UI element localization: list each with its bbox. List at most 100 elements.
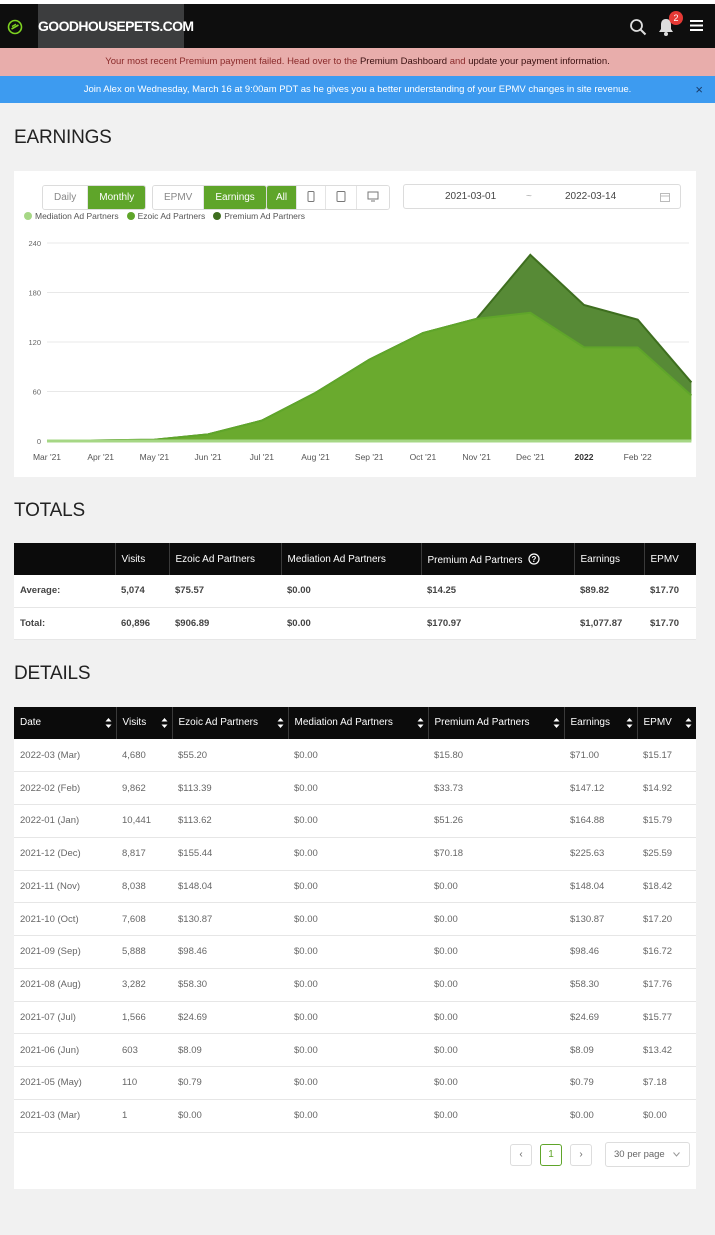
search-icon[interactable] (629, 18, 647, 36)
x-tick-label: 2022 (575, 452, 594, 462)
details-col-header[interactable]: Date (14, 707, 117, 739)
details-col-header[interactable]: Ezoic Ad Partners (172, 707, 289, 739)
details-col-header[interactable]: Premium Ad Partners (428, 707, 565, 739)
totals-cell: $0.00 (281, 607, 421, 640)
epmv-button[interactable]: EPMV (153, 186, 205, 209)
totals-row: Average: 5,074 $75.57 $0.00 $14.25 $89.82 $17.… (14, 575, 696, 608)
table-cell: $0.00 (428, 1033, 564, 1067)
totals-cell: $17.70 (644, 607, 696, 640)
table-cell: $51.26 (428, 804, 564, 838)
totals-col-premium-label: Premium Ad Partners (427, 554, 523, 566)
notification-badge: 2 (669, 11, 683, 25)
sort-icon[interactable] (685, 717, 692, 729)
table-cell: $0.00 (428, 1001, 564, 1035)
webinar-alert-text[interactable]: Join Alex on Wednesday, March 16 at 9:00… (83, 84, 632, 95)
earnings-button[interactable]: Earnings (204, 186, 266, 209)
table-cell: 2021-09 (Sep) (14, 935, 116, 969)
table-cell: $0.00 (428, 935, 564, 969)
table-cell: $0.00 (288, 1033, 428, 1067)
date-end: 2022-03-14 (565, 191, 617, 202)
site-name[interactable]: GOODHOUSEPETS.COM (38, 4, 194, 48)
table-cell: 603 (116, 1033, 172, 1067)
sort-icon[interactable] (417, 717, 424, 729)
totals-cell: $89.82 (574, 575, 644, 608)
table-cell: $0.00 (172, 1099, 288, 1133)
table-cell: 1,566 (116, 1001, 172, 1035)
page-1-button[interactable]: 1 (540, 1144, 562, 1166)
table-cell: $15.17 (637, 739, 696, 773)
x-tick-label: Oct '21 (410, 452, 437, 462)
table-cell: 2021-07 (Jul) (14, 1001, 116, 1035)
tablet-device-button[interactable] (326, 186, 358, 209)
daily-button[interactable]: Daily (43, 186, 89, 209)
table-cell: $33.73 (428, 771, 564, 805)
table-row: 2021-05 (May) 110 $0.79 $0.00 $0.00 $0.79 $7.1… (14, 1066, 696, 1100)
details-col-label: Visits (122, 717, 147, 728)
table-cell: 2021-08 (Aug) (14, 968, 116, 1002)
table-cell: $225.63 (564, 837, 637, 871)
earnings-title: EARNINGS (14, 127, 112, 148)
totals-cell: $17.70 (644, 575, 696, 608)
totals-cell: 60,896 (115, 607, 169, 640)
sort-icon[interactable] (277, 717, 284, 729)
x-tick-label: May '21 (140, 452, 170, 462)
next-page-button[interactable]: › (570, 1144, 592, 1166)
premium-dashboard-link[interactable]: Premium Dashboard (359, 56, 448, 67)
device-toggle: All (266, 185, 391, 210)
ezoic-logo-icon[interactable] (7, 19, 23, 35)
update-payment-link[interactable]: update your payment information. (468, 56, 610, 67)
details-col-header[interactable]: Earnings (564, 707, 638, 739)
table-cell: $58.30 (564, 968, 637, 1002)
y-tick-label: 240 (28, 239, 41, 248)
table-row: 2021-08 (Aug) 3,282 $58.30 $0.00 $0.00 $58.30… (14, 968, 696, 1002)
legend-ezoic-dot (126, 212, 135, 220)
totals-title: TOTALS (14, 500, 85, 521)
sort-icon[interactable] (105, 717, 112, 729)
monthly-button[interactable]: Monthly (88, 186, 146, 209)
details-col-header[interactable]: EPMV (637, 707, 696, 739)
table-cell: 10,441 (116, 804, 172, 838)
details-col-label: Ezoic Ad Partners (178, 717, 258, 728)
mobile-device-button[interactable] (297, 186, 327, 209)
sort-icon[interactable] (626, 717, 633, 729)
details-col-label: Earnings (570, 717, 610, 728)
totals-cell: Average: (14, 575, 115, 608)
calendar-icon (660, 193, 670, 202)
totals-col-earnings: Earnings (574, 543, 645, 575)
x-tick-label: Mar '21 (33, 452, 61, 462)
per-page-select[interactable]: 30 per page (605, 1142, 690, 1167)
table-cell: 2021-06 (Jun) (14, 1033, 116, 1067)
totals-cell: $170.97 (421, 607, 574, 640)
legend-premium-dot (213, 212, 222, 220)
device-all-button[interactable]: All (267, 186, 298, 209)
details-col-header[interactable]: Visits (116, 707, 173, 739)
close-icon[interactable]: × (695, 82, 703, 97)
x-tick-label: Apr '21 (87, 452, 114, 462)
table-cell: $0.00 (288, 902, 428, 936)
table-cell: $15.79 (637, 804, 696, 838)
details-col-header[interactable]: Mediation Ad Partners (288, 707, 429, 739)
legend-mediation[interactable]: Mediation Ad Partners (24, 211, 119, 221)
details-col-label: Premium Ad Partners (434, 717, 530, 728)
legend-premium[interactable]: Premium Ad Partners (213, 211, 305, 221)
desktop-device-button[interactable] (357, 186, 390, 209)
webinar-alert: Join Alex on Wednesday, March 16 at 9:00… (0, 76, 715, 103)
table-row: 2021-11 (Nov) 8,038 $148.04 $0.00 $0.00 $148.… (14, 870, 696, 904)
ezoic-area (47, 312, 692, 441)
table-row: 2022-03 (Mar) 4,680 $55.20 $0.00 $15.80 $71.0… (14, 739, 696, 773)
details-card: Date Visits Ezoic Ad Partners Mediation Ad … (14, 707, 696, 1189)
table-cell: $8.09 (564, 1033, 637, 1067)
table-cell: $24.69 (172, 1001, 288, 1035)
prev-page-button[interactable]: ‹ (510, 1144, 532, 1166)
help-icon[interactable]: ? (528, 552, 540, 565)
sort-icon[interactable] (553, 717, 560, 729)
date-separator: ~ (526, 191, 532, 202)
hamburger-menu-icon[interactable] (690, 19, 703, 32)
table-cell: $113.39 (172, 771, 288, 805)
date-range-picker[interactable]: 2021-03-01 ~ 2022-03-14 (403, 184, 681, 209)
legend-ezoic[interactable]: Ezoic Ad Partners (126, 211, 205, 221)
svg-text:?: ? (532, 554, 537, 563)
sort-icon[interactable] (161, 717, 168, 729)
table-cell: $0.00 (288, 968, 428, 1002)
earnings-chart-card: Daily Monthly EPMV Earnings All 2021-03-… (14, 171, 696, 477)
